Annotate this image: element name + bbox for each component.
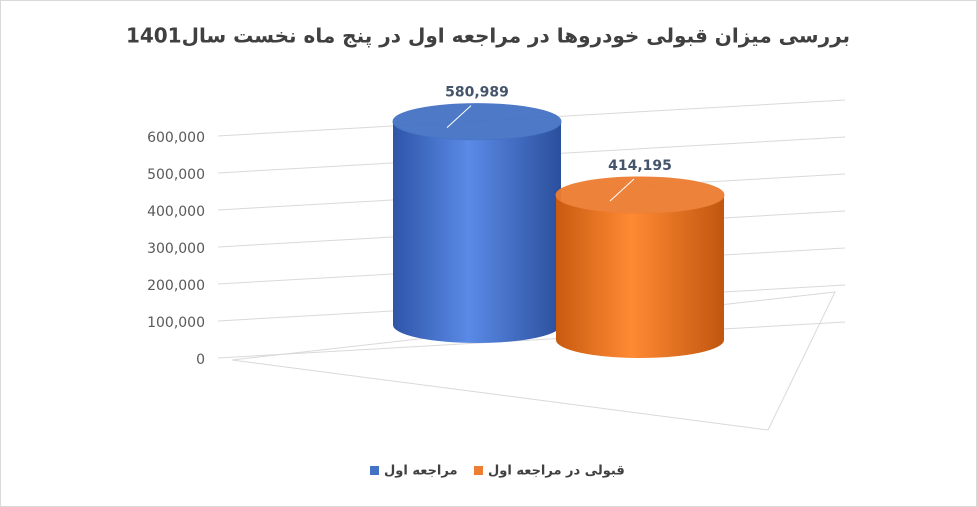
- cylinder: 414,195: [555, 158, 725, 358]
- label-leader: [446, 105, 472, 129]
- cylinder-body: [393, 121, 561, 344]
- grid-line: [217, 321, 846, 359]
- legend-swatch: [370, 466, 379, 475]
- y-tick-label: 100,000: [147, 315, 205, 331]
- y-tick-label: 400,000: [147, 204, 205, 220]
- legend-label: قبولی در مراجعه اول: [488, 464, 625, 479]
- label-leader: [609, 178, 635, 202]
- value-label: 414,195: [608, 158, 672, 174]
- cylinder-top: [555, 176, 725, 214]
- y-tick-label: 500,000: [147, 167, 205, 183]
- y-tick-label: 600,000: [147, 130, 205, 146]
- legend-swatch: [474, 466, 483, 475]
- value-label: 580,989: [445, 85, 509, 101]
- y-tick-label: 0: [196, 352, 205, 368]
- cylinder-body: [556, 195, 724, 358]
- legend-label: مراجعه اول: [384, 464, 458, 479]
- y-tick-label: 200,000: [147, 278, 205, 294]
- cylinder-top: [392, 103, 562, 141]
- chart-title: بررسی میزان قبولی خودروها در مراجعه اول …: [126, 24, 850, 49]
- cylinder: 580,989: [392, 85, 562, 344]
- y-tick-label: 300,000: [147, 241, 205, 257]
